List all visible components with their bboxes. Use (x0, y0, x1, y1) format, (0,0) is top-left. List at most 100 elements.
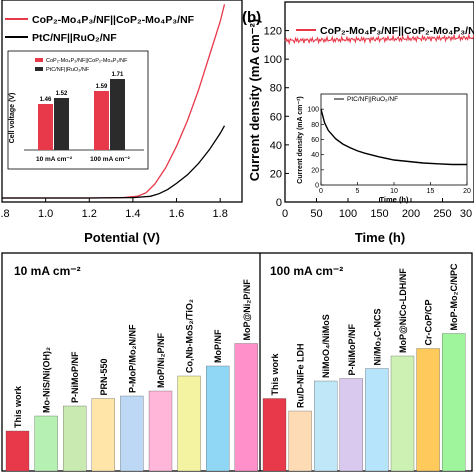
x-tick-label: 30 (460, 208, 472, 220)
comparison-bar-label: Mo-NiS/Ni(OH)₂ (42, 347, 52, 413)
y-tick-label: 20 (270, 168, 282, 180)
comparison-bar (120, 395, 144, 472)
y-tick-label: 60 (270, 111, 282, 123)
inset-y-tick-label: 20 (311, 167, 319, 174)
panel-b-y-axis-label: Current density (mA cm⁻²) (247, 19, 262, 181)
panel-c-bars: This work Mo-NiS/Ni(OH)₂ P-NiMoP/NF PRN-550… (5, 263, 466, 472)
panel-c-group2-title: 100 mA cm⁻² (270, 264, 343, 278)
comparison-bar (5, 430, 30, 472)
comparison-bar-label: P-MoP/Mo₂N/NF (127, 324, 137, 393)
panel-a: 0.8 1.0 1.2 1.4 1.6 1.8 Potential (V) CoP₂-Mo… (0, 0, 243, 245)
inset-legend-swatch-red (35, 58, 43, 62)
comparison-bar-label: P-NiMoP/NF (70, 351, 80, 403)
inset-x-tick-label: 20 (463, 188, 471, 195)
lsv-curve (2, 125, 226, 199)
x-tick-label: 250 (433, 208, 451, 220)
inset-x-tick-label: 15 (427, 188, 435, 195)
comparison-bar-label: MoP-Mo₂C/NPC (449, 263, 459, 330)
inset-legend-label-2: PtC/NF||RuO₂/NF (46, 67, 90, 73)
inset-data-label: 1.59 (96, 84, 108, 90)
y-tick-label: 120 (264, 26, 282, 38)
panel-a-curves (2, 4, 226, 199)
x-tick-label: 150 (370, 208, 388, 220)
comparison-bar (148, 390, 173, 472)
panel-b-inset-legend-label: PtC/NF||RuO₂/NF (347, 96, 398, 103)
inset-bar (38, 104, 53, 150)
comparison-bar-label: Ni/Mo₂C-NCS (372, 309, 382, 366)
x-tick-label: 1.6 (169, 208, 184, 220)
x-tick-label: 1.8 (213, 208, 228, 220)
inset-y-tick-label: 100 (307, 107, 319, 114)
inset-y-tick-label: 60 (311, 137, 319, 144)
comparison-bar (63, 405, 87, 472)
inset-y-tick-label: 80 (311, 122, 319, 129)
y-tick-label: 0 (276, 197, 282, 209)
comparison-bar-label: Ru/D-NiFe LDH (296, 344, 306, 409)
comparison-bar (442, 333, 466, 472)
panel-b-inset: PtC/NF||RuO₂/NF Current density (mA cm⁻²… (297, 93, 471, 204)
panel-b-inset-plot: 0 5 10 15 20 0 20 40 60 80 100 (307, 107, 471, 195)
comparison-bar-label: This work (270, 352, 280, 395)
comparison-bar-label: Co,Nb-MoS₂/TiO₂ (185, 299, 195, 373)
panel-b-inset-x-axis-label: Time (h) (379, 195, 409, 204)
comparison-bar-label: MoP/Ni₂P/NF (156, 333, 166, 389)
inset-data-label: 1.46 (40, 97, 52, 103)
comparison-bar (365, 368, 389, 472)
y-tick-label: 40 (270, 140, 282, 152)
panel-b: (b) CoP₂-Mo₄P₃/NF||CoP₂-Mo₄P₃/NF Current… (242, 1, 474, 245)
panel-b-legend-label: CoP₂-Mo₄P₃/NF||CoP₂-Mo₄P₃/NF (320, 25, 474, 37)
comparison-bar-label: PRN-550 (99, 358, 109, 395)
panel-b-label: (b) (242, 9, 261, 26)
inset-y-axis-label: Cell voltage (V) (9, 93, 16, 144)
comparison-bar (416, 348, 440, 472)
legend-label-2: PtC/NF||RuO₂/NF (32, 32, 117, 44)
comparison-bar-label: This work (13, 385, 23, 428)
comparison-bar-label: P-NiMoP/NF (347, 324, 357, 376)
comparison-bar (262, 398, 287, 472)
panel-c: 10 mA cm⁻² 100 mA cm⁻² This work Mo-NiS/N… (1, 252, 473, 472)
comparison-bar (339, 378, 363, 472)
legend-label-1: CoP₂-Mo₄P₃/NF||CoP₂-Mo₄P₃/NF (32, 14, 195, 26)
panel-a-inset: CoP₂-Mo₄P₃/NF||CoP₂-Mo₄P₃/NF PtC/NF||RuO… (7, 50, 149, 170)
inset-bar (54, 98, 69, 150)
panel-a-x-ticks: 0.8 1.0 1.2 1.4 1.6 1.8 (0, 198, 228, 220)
comparison-bar-label: MoP/NF (213, 329, 223, 363)
inset-y-tick-label: 40 (311, 152, 319, 159)
inset-x-tick-label: 5 (356, 188, 360, 195)
x-tick-label: 1.4 (125, 208, 140, 220)
panel-c-group1-title: 10 mA cm⁻² (14, 264, 81, 278)
inset-bar (94, 91, 109, 150)
x-tick-label: 200 (402, 208, 420, 220)
panel-b-inset-frame (320, 93, 468, 186)
comparison-bar-label: NiMoO₄/NiMoS (321, 314, 331, 378)
inset-data-label: 1.52 (56, 91, 68, 97)
x-tick-label: 0.8 (0, 208, 10, 220)
comparison-bar (206, 365, 230, 472)
panel-b-inset-y-axis-label: Current density (mA cm⁻²) (297, 96, 304, 183)
inset-category-label: 10 mA cm⁻² (36, 156, 73, 163)
x-tick-label: 50 (310, 208, 322, 220)
inset-x-tick-label: 0 (319, 188, 323, 195)
inset-y-tick-label: 0 (315, 183, 319, 190)
comparison-bar (288, 410, 312, 472)
panel-a-x-axis-label: Potential (V) (84, 230, 160, 245)
inset-category-label: 100 mA cm⁻² (90, 156, 131, 163)
inset-x-tick-label: 10 (390, 188, 398, 195)
inset-bar (110, 79, 125, 150)
x-tick-label: 100 (339, 208, 357, 220)
comparison-bar (314, 380, 338, 472)
inset-data-label: 1.71 (112, 72, 124, 78)
y-tick-label: 80 (270, 83, 282, 95)
panel-b-x-axis-label: Time (h) (355, 230, 405, 245)
comparison-bar-label: MoP@NiCo-LDH/NF (398, 268, 408, 353)
stability-curve (284, 33, 474, 46)
x-tick-label: 0 (282, 208, 288, 220)
comparison-bar (234, 343, 258, 472)
inset-bars: 1.46 1.52 10 mA cm⁻² 1.59 1.71 100 mA cm⁻² (36, 72, 131, 163)
comparison-bar (390, 355, 415, 472)
panel-a-frame (1, 0, 243, 203)
inset-legend-label-1: CoP₂-Mo₄P₃/NF||CoP₂-Mo₄P₃/NF (46, 58, 128, 64)
inset-legend-swatch-black (35, 67, 43, 71)
